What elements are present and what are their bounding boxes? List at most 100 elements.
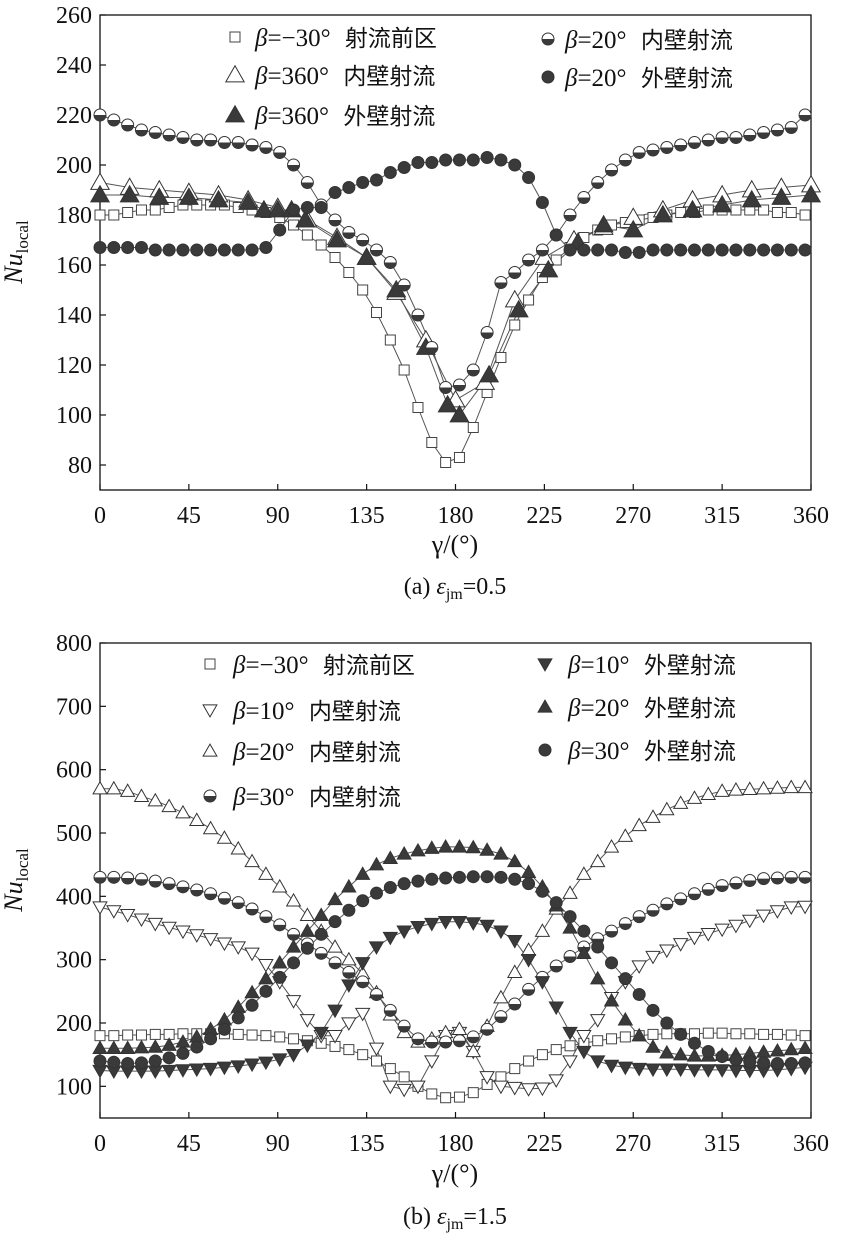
- panel-b-series-0-point: [536, 1049, 548, 1061]
- panel-b-series-3-point: [494, 1010, 508, 1024]
- panel-a-series-4-point: [93, 241, 107, 254]
- panel-b-series-2-point: [714, 783, 730, 797]
- panel-b-series-6-point: [508, 872, 522, 886]
- panel-b-series-4-point: [161, 1064, 177, 1079]
- panel-a-series-4-point: [563, 243, 577, 257]
- panel-a-series-0-point: [523, 294, 535, 306]
- panel-b-series-6-point: [770, 1057, 784, 1071]
- panel-b-series-2-point: [216, 830, 233, 844]
- panel-b-series-4-point: [576, 1045, 592, 1060]
- panel-b-xtick-label: 360: [793, 1131, 829, 1157]
- panel-b-series-3-point: [508, 997, 522, 1011]
- panel-b-series-3-point: [632, 910, 646, 924]
- panel-b-series-3-point: [148, 874, 162, 888]
- panel-b-series-4-point: [202, 1062, 219, 1077]
- panel-a-series-0-point: [357, 284, 369, 296]
- panel-b-series-2-point: [534, 923, 551, 937]
- panel-b-series-1-point: [479, 1071, 495, 1085]
- panel-b-series-3-point: [134, 872, 148, 886]
- panel-b-series-2-point: [672, 795, 689, 809]
- panel-b-series-5-point: [783, 1041, 800, 1056]
- panel-b-series-5-point: [92, 1040, 108, 1055]
- panel-b-series-6-point: [176, 1046, 190, 1060]
- panel-b-xtick-label: 180: [438, 1131, 474, 1157]
- panel-b-series-3-point: [549, 959, 563, 973]
- panel-a-ytick-label: 260: [56, 3, 92, 29]
- panel-b-series-2-point: [520, 942, 537, 956]
- panel-b-series-3-point: [660, 897, 674, 911]
- panel-a-series-3-point: [591, 176, 605, 189]
- panel-b-series-0-point: [744, 1028, 756, 1040]
- panel-b-series-1-point: [686, 931, 703, 946]
- panel-a-series-4-point: [314, 201, 328, 214]
- panel-a-series-4-point: [535, 196, 549, 209]
- panel-b-series-2-point: [230, 840, 247, 855]
- panel-a-series-0-point: [758, 204, 770, 216]
- panel-b-series-0-point: [716, 1027, 728, 1039]
- panel-b-series-3-point: [646, 903, 660, 917]
- panel-a-xlabel: γ/(°): [431, 530, 478, 559]
- panel-a-series-0-point: [495, 352, 507, 363]
- panel-a-series-4-point: [370, 173, 383, 187]
- panel-a-series-2-point: [356, 247, 377, 265]
- panel-a-series-2-point: [682, 199, 703, 218]
- panel-a-series-2-point: [326, 229, 348, 248]
- panel-b-legend-item: β=30° 内壁射流: [203, 784, 401, 811]
- panel-b-series-1-point: [299, 1014, 316, 1028]
- panel-b-series-5-point: [327, 891, 343, 906]
- panel-b-series-0-point: [592, 1035, 604, 1047]
- panel-b-series-0-point: [135, 1029, 147, 1041]
- panel-b-series-2-point: [603, 839, 620, 853]
- panel-a-series-3-point: [535, 243, 549, 257]
- panel-b-series-0-point: [702, 1027, 714, 1039]
- panel-b-series-0-point: [730, 1028, 742, 1040]
- panel-a-series-0-point: [191, 199, 203, 211]
- panel-a-series-3-point: [632, 146, 646, 159]
- panel-a-xtick-label: 135: [349, 503, 385, 529]
- panel-b-series-markers: [92, 779, 813, 1104]
- panel-b-series-5-point: [797, 1040, 813, 1055]
- panel-a-series-3-point: [148, 126, 162, 139]
- panel-b-series-3-point: [217, 891, 231, 905]
- panel-b-series-6-point: [314, 927, 328, 941]
- panel-a-series-3-point: [411, 308, 425, 322]
- panel-b-series-1-point: [700, 928, 717, 942]
- panel-b-series-0-point: [509, 1063, 521, 1075]
- panel-b-series-2-point: [244, 853, 260, 868]
- panel-a-series-0-point: [412, 402, 424, 413]
- panel-a-series-2-point: [771, 187, 792, 205]
- panel-a-chart: 0 45 90 135 180 225 270 315 360 80 100 120 140 160 180…: [0, 3, 829, 603]
- panel-b-series-4-point: [382, 931, 399, 946]
- panel-a-series-3-point: [660, 141, 674, 154]
- panel-b-series-1-point: [106, 905, 122, 919]
- panel-b-series-5-point: [465, 839, 482, 854]
- panel-a-series-3-point: [273, 146, 287, 159]
- panel-b-series-4-point: [631, 1062, 647, 1077]
- panel-a-series-3-point: [134, 123, 148, 137]
- panel-a-series-3-point: [370, 243, 383, 257]
- panel-b-series-2-point: [341, 951, 357, 966]
- panel-b-series-1-point: [424, 1055, 440, 1069]
- panel-b-series-1-point: [714, 923, 730, 938]
- panel-b-series-0-point: [260, 1030, 272, 1042]
- panel-b-series-3-point: [439, 1035, 453, 1049]
- panel-b-series-0-point: [232, 1028, 244, 1040]
- panel-a-legend-marker: [224, 104, 246, 123]
- panel-b-series-3-point: [784, 870, 798, 884]
- panel-b-series-4-point: [424, 917, 440, 932]
- panel-a-caption: (a) εjm=0.5: [404, 574, 507, 603]
- panel-b-series-5-point: [106, 1040, 122, 1055]
- panel-b-series-5-point: [382, 850, 399, 865]
- panel-b-series-3-point: [411, 1032, 425, 1046]
- panel-a-series-4-point: [605, 243, 619, 257]
- panel-a-ytick-label: 140: [56, 303, 92, 329]
- panel-b-series-0-point: [453, 1091, 465, 1103]
- panel-a-series-4-point: [508, 158, 522, 172]
- panel-b-series-6-point: [259, 984, 273, 998]
- panel-b-series-1-point: [783, 901, 800, 916]
- panel-b-series-5-point: [659, 1044, 675, 1059]
- panel-b-legend-label: β=20° 外壁射流: [567, 695, 736, 722]
- panel-b-series-4-point: [451, 915, 468, 930]
- panel-a-ytick-label: 80: [68, 453, 92, 479]
- panel-b-legend-marker: [202, 704, 218, 718]
